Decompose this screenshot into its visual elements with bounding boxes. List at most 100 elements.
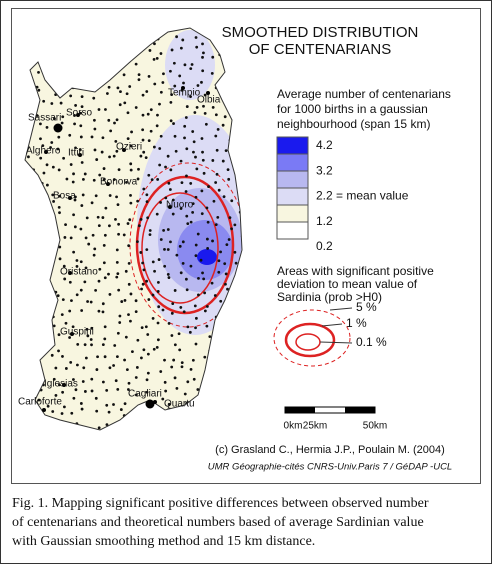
- commune-dot: [73, 122, 76, 126]
- commune-dot: [117, 168, 121, 172]
- commune-dot: [174, 149, 178, 153]
- commune-dot: [210, 72, 214, 75]
- commune-dot: [61, 355, 64, 358]
- commune-dot: [140, 287, 143, 291]
- commune-dot: [56, 294, 60, 298]
- commune-dot: [155, 124, 159, 128]
- commune-dot: [95, 158, 99, 161]
- commune-dot: [170, 334, 174, 337]
- commune-dot: [84, 356, 88, 360]
- commune-dot: [224, 272, 228, 276]
- commune-dot: [126, 222, 130, 225]
- commune-dot: [145, 390, 149, 394]
- significance-title: Areas with significant positive: [277, 264, 434, 278]
- commune-dot: [115, 355, 119, 359]
- commune-dot: [175, 253, 179, 257]
- commune-dot: [217, 188, 221, 192]
- commune-dot: [139, 154, 143, 158]
- commune-dot: [177, 332, 181, 336]
- commune-dot: [167, 181, 171, 185]
- commune-dot: [155, 212, 159, 216]
- commune-dot: [68, 309, 72, 313]
- commune-dot: [159, 90, 163, 94]
- commune-dot: [75, 293, 79, 297]
- commune-dot: [194, 316, 198, 320]
- place-name: Guspini: [60, 327, 94, 338]
- commune-dot: [172, 122, 175, 125]
- commune-dot: [101, 380, 105, 384]
- commune-dot: [27, 155, 30, 159]
- commune-dot: [136, 199, 140, 203]
- commune-dot: [91, 233, 95, 237]
- commune-dot: [58, 245, 62, 249]
- commune-dot: [92, 178, 96, 182]
- commune-dot: [79, 124, 83, 128]
- commune-dot: [153, 269, 156, 273]
- commune-dot: [51, 165, 55, 169]
- commune-dot: [93, 127, 97, 131]
- commune-dot: [118, 103, 122, 107]
- commune-dot: [75, 265, 79, 268]
- commune-dot: [159, 52, 163, 55]
- commune-dot: [115, 260, 119, 264]
- commune-dot: [206, 220, 210, 224]
- commune-dot: [71, 180, 75, 184]
- commune-dot: [70, 411, 74, 415]
- place-name: Ittiri: [68, 148, 84, 159]
- commune-dot: [162, 228, 166, 232]
- caption-line: Fig. 1. Mapping significant positive dif…: [12, 496, 429, 511]
- commune-dot: [171, 212, 175, 216]
- commune-dot: [93, 118, 96, 122]
- commune-dot: [183, 136, 186, 140]
- commune-dot: [45, 163, 49, 167]
- commune-dot: [155, 56, 159, 60]
- commune-dot: [196, 232, 200, 236]
- commune-dot: [166, 228, 170, 231]
- commune-dot: [178, 348, 182, 352]
- commune-dot: [134, 310, 138, 314]
- commune-dot: [175, 35, 179, 39]
- commune-dot: [178, 74, 182, 78]
- commune-dot: [166, 273, 170, 276]
- commune-dot: [79, 135, 83, 139]
- commune-dot: [74, 195, 77, 199]
- commune-dot: [73, 198, 77, 202]
- commune-dot: [60, 121, 64, 125]
- commune-dot: [61, 115, 65, 119]
- commune-dot: [180, 181, 184, 184]
- commune-dot: [63, 236, 67, 239]
- commune-dot: [69, 94, 73, 98]
- commune-dot: [212, 199, 216, 203]
- commune-dot: [159, 238, 163, 241]
- commune-dot: [192, 377, 196, 381]
- significance-label: 5 %: [356, 300, 377, 314]
- commune-dot: [63, 277, 67, 281]
- commune-dot: [156, 290, 160, 293]
- commune-dot: [78, 148, 82, 151]
- commune-dot: [183, 124, 187, 128]
- commune-dot: [107, 272, 110, 276]
- commune-dot: [101, 310, 105, 314]
- commune-dot: [200, 189, 204, 193]
- commune-dot: [108, 366, 112, 370]
- city-dot: [206, 91, 210, 95]
- commune-dot: [186, 222, 190, 225]
- commune-dot: [129, 319, 132, 323]
- commune-dot: [194, 254, 198, 258]
- commune-dot: [205, 324, 209, 328]
- commune-dot: [103, 337, 107, 341]
- place-name: Oristano: [60, 267, 98, 278]
- commune-dot: [50, 102, 54, 105]
- commune-dot: [80, 407, 84, 411]
- commune-dot: [125, 180, 128, 184]
- commune-dot: [107, 85, 111, 89]
- commune-dot: [116, 86, 120, 90]
- commune-dot: [173, 84, 177, 88]
- commune-dot: [76, 343, 80, 346]
- commune-dot: [215, 148, 219, 152]
- commune-dot: [201, 271, 204, 275]
- commune-dot: [186, 325, 190, 329]
- commune-dot: [164, 165, 167, 169]
- commune-dot: [223, 262, 227, 266]
